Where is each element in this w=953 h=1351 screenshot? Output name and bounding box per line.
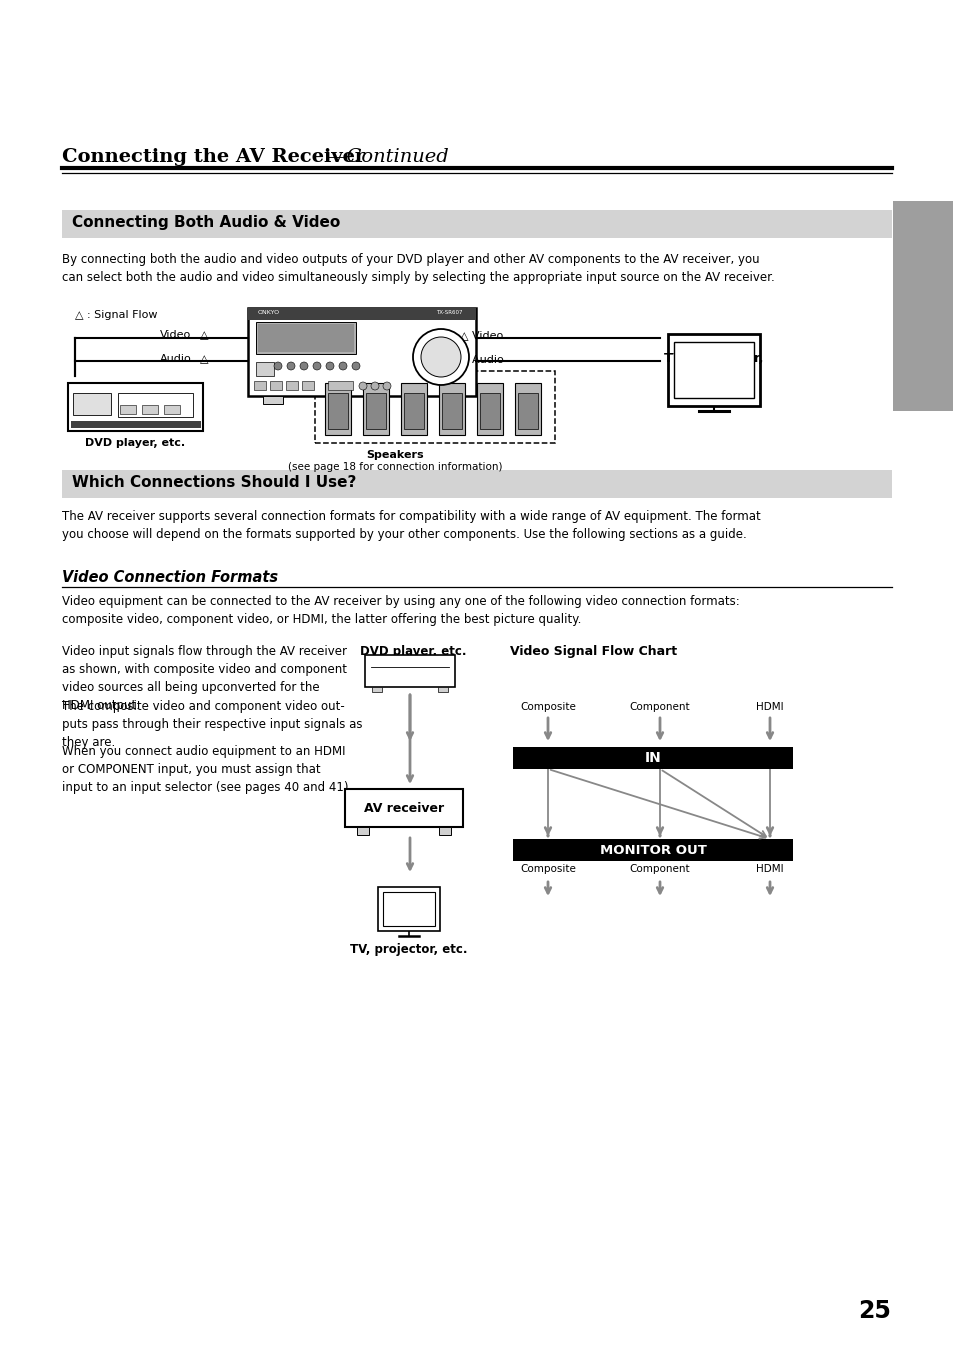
Text: Component: Component	[629, 703, 690, 712]
Text: MONITOR OUT: MONITOR OUT	[598, 843, 706, 857]
Text: TX-SR607: TX-SR607	[436, 309, 462, 315]
Bar	[62, 470, 891, 499]
Bar	[403, 393, 423, 430]
Bar	[302, 381, 314, 390]
Text: △ Audio: △ Audio	[459, 354, 503, 363]
Text: 25: 25	[858, 1300, 890, 1323]
Bar	[164, 405, 180, 413]
Text: △ : Signal Flow: △ : Signal Flow	[75, 309, 157, 320]
Bar	[441, 393, 461, 430]
Text: Audio: Audio	[160, 354, 192, 363]
Text: △: △	[200, 354, 209, 363]
Bar	[363, 382, 389, 435]
Bar	[377, 888, 439, 931]
Text: Connecting the AV Receiver: Connecting the AV Receiver	[62, 149, 365, 166]
Bar	[667, 334, 760, 407]
Bar	[73, 393, 111, 415]
Bar	[438, 827, 451, 835]
Bar	[248, 308, 476, 396]
Bar	[253, 381, 266, 390]
Bar	[372, 688, 381, 692]
Bar	[513, 747, 792, 769]
Bar	[255, 362, 274, 376]
Bar	[314, 372, 555, 443]
Circle shape	[274, 362, 282, 370]
Text: HDMI: HDMI	[756, 865, 783, 874]
Bar	[328, 381, 353, 390]
Text: (see page 18 for connection information): (see page 18 for connection information)	[288, 462, 501, 471]
Bar	[68, 382, 203, 431]
Bar	[62, 209, 891, 238]
Text: Video equipment can be connected to the AV receiver by using any one of the foll: Video equipment can be connected to the …	[62, 594, 739, 626]
Text: Video Signal Flow Chart: Video Signal Flow Chart	[510, 644, 677, 658]
Circle shape	[326, 362, 334, 370]
Text: IN: IN	[644, 751, 660, 765]
Circle shape	[382, 382, 391, 390]
Bar	[366, 393, 386, 430]
Bar	[71, 422, 201, 428]
Text: Video: Video	[160, 330, 191, 340]
Text: DVD player, etc.: DVD player, etc.	[359, 644, 466, 658]
Text: △ Video: △ Video	[459, 330, 503, 340]
Bar	[328, 393, 348, 430]
Bar	[365, 655, 455, 688]
Text: When you connect audio equipment to an HDMI
or COMPONENT input, you must assign : When you connect audio equipment to an H…	[62, 744, 352, 794]
Text: Video input signals flow through the AV receiver
as shown, with composite video : Video input signals flow through the AV …	[62, 644, 347, 712]
Bar	[440, 396, 460, 404]
Circle shape	[287, 362, 294, 370]
Bar	[515, 382, 540, 435]
Text: Which Connections Should I Use?: Which Connections Should I Use?	[71, 476, 356, 490]
Bar	[517, 393, 537, 430]
Bar	[263, 396, 283, 404]
Bar	[270, 381, 282, 390]
Bar	[142, 405, 158, 413]
Bar	[892, 201, 953, 411]
Bar	[476, 382, 502, 435]
Circle shape	[338, 362, 347, 370]
Text: Speakers: Speakers	[366, 450, 423, 459]
Text: Composite: Composite	[519, 703, 576, 712]
Text: DVD player, etc.: DVD player, etc.	[85, 438, 185, 449]
Bar	[257, 324, 354, 353]
Bar	[248, 308, 476, 320]
Bar	[118, 393, 193, 417]
Circle shape	[358, 382, 367, 390]
Text: AV receiver: AV receiver	[363, 801, 443, 815]
Bar	[438, 382, 464, 435]
Bar	[437, 688, 448, 692]
Circle shape	[371, 382, 378, 390]
Bar	[513, 839, 792, 861]
Text: Component: Component	[629, 865, 690, 874]
Circle shape	[313, 362, 320, 370]
Circle shape	[413, 330, 469, 385]
Circle shape	[420, 336, 460, 377]
Text: ONKYO: ONKYO	[257, 309, 280, 315]
Bar	[120, 405, 136, 413]
Bar	[255, 322, 355, 354]
Text: Connecting Both Audio & Video: Connecting Both Audio & Video	[71, 215, 340, 230]
Text: The composite video and component video out-
puts pass through their respective : The composite video and component video …	[62, 700, 362, 748]
Text: HDMI: HDMI	[756, 703, 783, 712]
Text: —Continued: —Continued	[327, 149, 448, 166]
Bar	[286, 381, 297, 390]
Text: By connecting both the audio and video outputs of your DVD player and other AV c: By connecting both the audio and video o…	[62, 253, 774, 284]
Text: The AV receiver supports several connection formats for compatibility with a wid: The AV receiver supports several connect…	[62, 509, 760, 540]
Bar	[400, 382, 427, 435]
Text: △: △	[200, 330, 209, 340]
Text: Composite: Composite	[519, 865, 576, 874]
Circle shape	[352, 362, 359, 370]
Circle shape	[299, 362, 308, 370]
Bar	[345, 789, 462, 827]
Text: Video Connection Formats: Video Connection Formats	[62, 570, 278, 585]
Text: TV, projector, etc.: TV, projector, etc.	[350, 943, 467, 957]
Bar	[479, 393, 499, 430]
Text: TV, projector,
etc.: TV, projector, etc.	[663, 353, 763, 380]
Bar	[382, 892, 435, 925]
Bar	[673, 342, 753, 399]
Bar	[325, 382, 351, 435]
Bar	[356, 827, 369, 835]
